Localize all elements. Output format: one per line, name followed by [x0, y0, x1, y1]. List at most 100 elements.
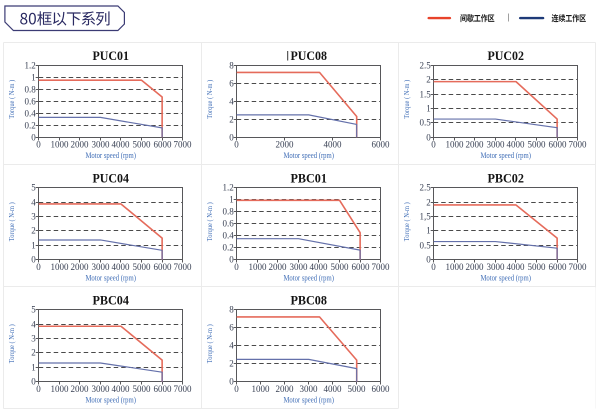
svg-text:6: 6	[229, 79, 234, 89]
svg-text:2: 2	[31, 226, 36, 236]
svg-text:0.2: 0.2	[222, 243, 233, 253]
svg-text:1000: 1000	[446, 140, 465, 150]
svg-text:0.8: 0.8	[24, 85, 36, 95]
svg-text:PUC01: PUC01	[92, 49, 129, 63]
svg-text:6000: 6000	[352, 262, 371, 272]
svg-text:0.5: 0.5	[419, 241, 431, 251]
svg-text:4: 4	[31, 320, 36, 330]
svg-text:1000: 1000	[51, 262, 70, 272]
svg-text:8: 8	[229, 305, 234, 315]
svg-text:6000: 6000	[154, 384, 173, 394]
svg-text:6000: 6000	[372, 140, 391, 150]
svg-text:Torque ( N-m ): Torque ( N-m )	[207, 324, 214, 363]
svg-text:0: 0	[229, 377, 234, 387]
svg-text:1: 1	[229, 195, 234, 205]
svg-text:2: 2	[426, 198, 431, 208]
svg-text:1000: 1000	[252, 384, 271, 394]
svg-text:0.6: 0.6	[24, 97, 36, 107]
svg-text:1000: 1000	[51, 140, 70, 150]
svg-text:3000: 3000	[487, 262, 506, 272]
svg-text:1: 1	[31, 241, 36, 251]
svg-text:2000: 2000	[269, 262, 288, 272]
svg-text:4000: 4000	[324, 140, 343, 150]
svg-text:PBC02: PBC02	[487, 172, 524, 186]
svg-text:5000: 5000	[133, 384, 152, 394]
svg-text:0.5: 0.5	[419, 118, 431, 128]
svg-text:2000: 2000	[71, 262, 90, 272]
svg-text:0: 0	[31, 377, 36, 387]
svg-text:Torque ( N-m ): Torque ( N-m )	[404, 202, 411, 241]
svg-text:3000: 3000	[487, 140, 506, 150]
svg-text:3000: 3000	[290, 262, 309, 272]
svg-text:3000: 3000	[92, 140, 111, 150]
svg-text:7000: 7000	[174, 384, 193, 394]
svg-text:4000: 4000	[310, 262, 329, 272]
svg-text:2000: 2000	[466, 262, 485, 272]
svg-text:7000: 7000	[569, 262, 588, 272]
svg-text:7000: 7000	[174, 140, 193, 150]
svg-text:2: 2	[229, 115, 234, 125]
svg-text:0.4: 0.4	[222, 231, 234, 241]
svg-text:7000: 7000	[569, 140, 588, 150]
svg-text:1: 1	[31, 363, 36, 373]
svg-text:6000: 6000	[154, 140, 173, 150]
svg-text:3: 3	[31, 334, 36, 344]
svg-text:Torque ( N-m ): Torque ( N-m )	[9, 324, 16, 363]
svg-text:2: 2	[31, 348, 36, 358]
svg-text:0: 0	[229, 255, 234, 265]
svg-text:2000: 2000	[276, 140, 295, 150]
svg-text:0: 0	[31, 255, 36, 265]
svg-text:2: 2	[229, 359, 234, 369]
svg-text:Motor speed (rpm): Motor speed (rpm)	[283, 151, 334, 160]
svg-text:2000: 2000	[71, 384, 90, 394]
svg-text:PUC04: PUC04	[92, 172, 129, 186]
svg-text:5000: 5000	[133, 140, 152, 150]
svg-text:0: 0	[431, 262, 436, 272]
svg-text:6000: 6000	[154, 262, 173, 272]
svg-text:0: 0	[234, 262, 239, 272]
svg-text:1: 1	[426, 226, 431, 236]
svg-text:4000: 4000	[112, 384, 131, 394]
svg-text:6: 6	[229, 323, 234, 333]
svg-text:2.5: 2.5	[419, 183, 431, 193]
svg-text:Motor speed (rpm): Motor speed (rpm)	[480, 274, 531, 283]
svg-text:2000: 2000	[276, 384, 295, 394]
svg-text:6000: 6000	[372, 384, 391, 394]
svg-text:3000: 3000	[92, 384, 111, 394]
svg-text:5: 5	[31, 183, 36, 193]
svg-text:2: 2	[426, 75, 431, 85]
svg-text:0.8: 0.8	[222, 207, 234, 217]
svg-text:0: 0	[229, 133, 234, 143]
svg-text:0: 0	[36, 384, 41, 394]
svg-text:0: 0	[426, 255, 431, 265]
svg-text:3000: 3000	[300, 384, 319, 394]
svg-text:2000: 2000	[71, 140, 90, 150]
svg-text:Motor speed (rpm): Motor speed (rpm)	[283, 274, 334, 283]
svg-text:0.6: 0.6	[222, 219, 234, 229]
svg-text:5: 5	[31, 305, 36, 315]
svg-text:1.5: 1.5	[419, 90, 431, 100]
svg-text:7000: 7000	[174, 262, 193, 272]
svg-text:Torque ( N-m ): Torque ( N-m )	[207, 202, 214, 241]
svg-text:Torque ( N-m ): Torque ( N-m )	[207, 80, 214, 119]
svg-text:4: 4	[229, 341, 234, 351]
svg-text:PBC04: PBC04	[92, 294, 129, 308]
svg-text:8: 8	[229, 61, 234, 71]
svg-text:0: 0	[36, 140, 41, 150]
svg-text:1: 1	[426, 104, 431, 114]
svg-text:1000: 1000	[249, 262, 268, 272]
svg-text:5000: 5000	[348, 384, 367, 394]
svg-text:Torque ( N-m ): Torque ( N-m )	[9, 202, 16, 241]
svg-text:4000: 4000	[507, 262, 526, 272]
svg-text:0: 0	[31, 133, 36, 143]
svg-text:0: 0	[36, 262, 41, 272]
svg-text:4: 4	[31, 198, 36, 208]
svg-text:0.4: 0.4	[24, 109, 36, 119]
svg-text:PUC02: PUC02	[487, 49, 524, 63]
svg-text:Motor speed (rpm): Motor speed (rpm)	[85, 274, 136, 283]
svg-text:0: 0	[234, 140, 239, 150]
svg-text:7000: 7000	[372, 262, 391, 272]
svg-text:5000: 5000	[528, 140, 547, 150]
svg-text:1.2: 1.2	[24, 61, 35, 71]
svg-text:Torque ( N-m ): Torque ( N-m )	[9, 80, 16, 119]
